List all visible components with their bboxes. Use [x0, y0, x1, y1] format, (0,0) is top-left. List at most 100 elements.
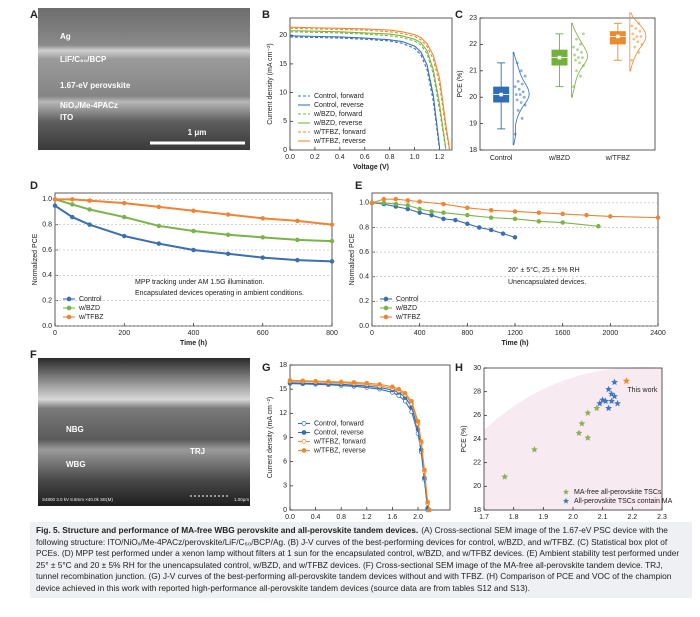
x-tick-label: 1.0 — [410, 154, 420, 161]
data-point — [402, 390, 408, 396]
sem-label: NBG — [66, 425, 84, 434]
sem-label: ITO — [60, 113, 73, 122]
data-point — [582, 32, 585, 36]
data-point — [515, 61, 519, 65]
legend-label: Control — [79, 296, 102, 303]
x-axis-label: Time (h) — [180, 340, 207, 347]
x-tick-label: 1600 — [555, 330, 571, 337]
x-tick-label: 800 — [461, 330, 473, 337]
data-point — [584, 212, 589, 218]
y-axis-label: Normalized PCE — [32, 233, 39, 285]
x-tick-label: 1.9 — [538, 514, 548, 520]
annotation: Encapsulated devices operating in ambien… — [135, 290, 304, 297]
x-tick-label: 1.7 — [479, 514, 489, 520]
series-line — [54, 198, 333, 243]
legend-label: Control, reverse — [314, 429, 364, 436]
legend-label: w/TFBZ, reverse — [313, 447, 366, 454]
y-tick-label: 9 — [283, 434, 287, 441]
y-tick-label: 18 — [279, 362, 287, 369]
y-tick-label: 0 — [283, 147, 287, 154]
data-point — [605, 404, 613, 412]
y-tick-label: 0.4 — [42, 272, 52, 279]
data-point — [156, 223, 162, 229]
series-line — [289, 27, 451, 151]
legend-label: All-perovskite TSCs contain MA — [574, 498, 673, 505]
data-point — [631, 32, 635, 36]
y-tick-label: 20 — [473, 483, 481, 490]
data-point — [225, 232, 231, 238]
y-tick-label: 5 — [283, 118, 287, 125]
series-line — [289, 31, 447, 151]
data-point — [441, 210, 446, 215]
data-point — [522, 95, 526, 99]
data-point — [191, 208, 196, 213]
data-point — [519, 69, 523, 73]
data-point — [634, 27, 638, 30]
y-tick-label: 0.8 — [359, 224, 369, 231]
violin — [629, 12, 647, 72]
caption-title: Fig. 5. Structure and performance of MA-… — [36, 525, 419, 535]
x-tick-label: 2.3 — [657, 514, 667, 520]
data-point — [260, 255, 266, 260]
data-point — [515, 98, 519, 102]
data-point — [381, 200, 387, 206]
sem-label: WBG — [66, 460, 86, 469]
data-point — [427, 507, 432, 513]
series-line — [55, 198, 333, 226]
data-point — [521, 90, 525, 94]
legend-marker — [66, 296, 72, 302]
x-tick-label: 0.8 — [336, 514, 346, 520]
sem-label: Ag — [60, 32, 71, 41]
data-point — [393, 201, 399, 207]
data-point — [512, 235, 518, 240]
legend-marker — [562, 488, 570, 495]
legend-label: Control, forward — [314, 93, 364, 100]
y-tick-label: 20 — [469, 94, 477, 101]
data-point — [295, 237, 300, 243]
legend-label: w/BZD — [78, 305, 100, 312]
data-point — [405, 206, 411, 212]
x-tick-label: 0.0 — [285, 514, 295, 520]
data-point — [637, 21, 641, 25]
data-point — [313, 378, 318, 384]
legend-label: Control, reverse — [314, 102, 364, 109]
y-tick-label: 0.0 — [359, 323, 369, 330]
x-axis-label: Time (h) — [501, 340, 528, 347]
y-tick-label: 23 — [469, 15, 477, 22]
data-point — [52, 197, 58, 202]
data-point — [429, 212, 434, 218]
legend-label: w/TFBZ — [78, 314, 104, 321]
data-point — [326, 379, 331, 384]
y-tick-label: 21 — [469, 68, 477, 75]
legend-label: w/BZD, reverse — [313, 120, 362, 127]
mean — [499, 92, 503, 97]
legend-marker — [383, 314, 389, 320]
x-axis-label: Voltage (V) — [353, 164, 389, 171]
x-tick-label: 1.6 — [388, 514, 398, 520]
data-point — [488, 215, 494, 220]
x-tick-label: 0.4 — [335, 154, 345, 161]
panel-label: E — [355, 180, 362, 192]
y-tick-label: 28 — [473, 389, 481, 396]
mean — [616, 34, 620, 39]
data-point — [575, 69, 578, 73]
legend-label: w/TFBZ, forward — [313, 438, 366, 445]
x-tick-label: 2000 — [603, 330, 619, 337]
x-tick-label: 600 — [257, 330, 269, 337]
series-line — [289, 30, 447, 149]
annotation: MPP tracking under AM 1.5G illumination. — [135, 279, 264, 286]
data-point — [516, 109, 520, 112]
y-tick-label: 18 — [473, 507, 481, 514]
data-point — [260, 216, 266, 221]
data-point — [338, 379, 344, 385]
y-tick-label: 12 — [279, 410, 287, 417]
data-point — [488, 207, 494, 213]
mean — [557, 55, 562, 60]
data-point — [70, 197, 75, 202]
y-axis-label: Current density (mA cm⁻²) — [267, 43, 274, 125]
data-point — [578, 420, 586, 427]
data-point — [295, 257, 300, 263]
data-point — [70, 202, 75, 207]
data-point — [513, 132, 517, 136]
data-point — [636, 40, 640, 44]
